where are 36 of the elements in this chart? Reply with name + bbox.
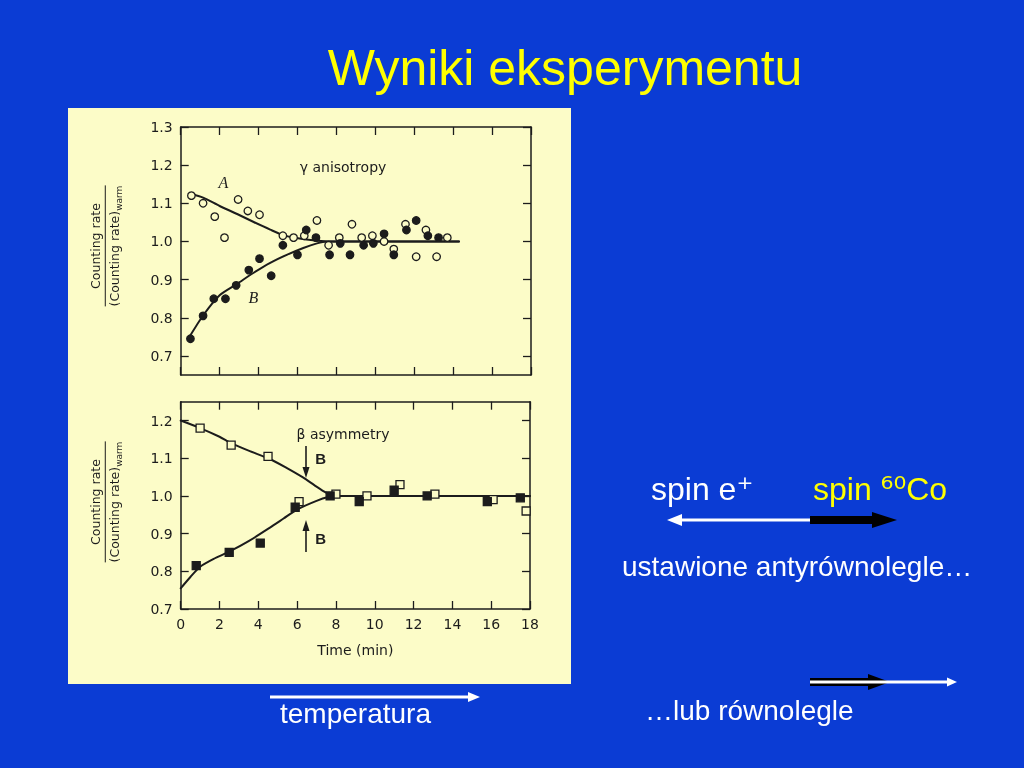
y-tick-label: 1.3 (150, 119, 173, 135)
x-tick-label: 8 (331, 616, 341, 632)
x-tick-label: 18 (521, 616, 539, 632)
x-tick-label: 12 (404, 616, 423, 632)
annotation: B (248, 289, 259, 308)
y-tick-label: 1.2 (150, 157, 173, 174)
text: temperatura (280, 697, 431, 730)
x-tick-label: 16 (482, 616, 501, 632)
x-tick-label: 6 (292, 616, 302, 632)
x-tick-label: 4 (253, 616, 263, 632)
x-axis-title: Time (min) (316, 642, 394, 658)
annotation: B (315, 529, 327, 547)
y-tick-label: 1.2 (150, 412, 173, 429)
text: β asymmetry (296, 426, 390, 442)
text: spin e⁺ (651, 470, 754, 509)
y-tick-label: 0.8 (150, 563, 173, 580)
y-tick-label: 1.0 (150, 233, 173, 250)
text: Wyniki eksperymentu (327, 39, 803, 96)
text: …lub równolegle (645, 694, 854, 727)
text: ustawione antyrównolegle… (622, 550, 973, 583)
x-tick-label: 10 (365, 616, 384, 632)
x-tick-label: 2 (215, 616, 224, 632)
y-tick-label: 1.1 (150, 450, 173, 467)
x-tick-label: 14 (443, 616, 462, 632)
y-tick-label: 1.0 (150, 487, 173, 504)
y-tick-label: 1.1 (150, 195, 173, 212)
y-tick-label: 0.7 (150, 601, 173, 617)
y-tick-label: 0.7 (150, 347, 173, 364)
y-tick-label: 0.9 (150, 525, 173, 542)
y-tick-label: 0.8 (150, 309, 173, 326)
annotation: B (315, 449, 327, 467)
y-tick-label: 0.9 (150, 271, 173, 288)
x-tick-label: 0 (176, 616, 186, 632)
text: spin ⁶⁰Co (813, 470, 948, 509)
annotation: A (218, 173, 229, 192)
text: γ anisotropy (299, 159, 387, 175)
